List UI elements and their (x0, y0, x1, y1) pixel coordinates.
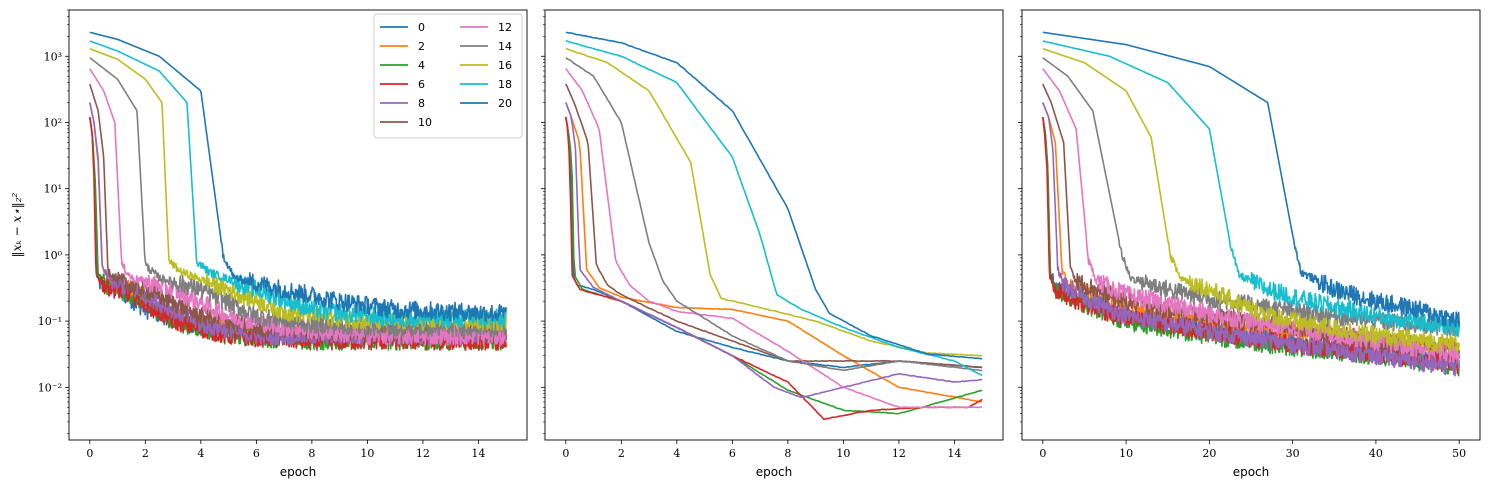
panel-3-series-20 (1042, 31, 1460, 328)
panel-2-series-2 (565, 102, 983, 403)
y-tick-label: 10² (44, 116, 62, 129)
x-tick-label: 4 (673, 447, 680, 460)
x-tick-label: 0 (562, 447, 569, 460)
panel-2-frame (544, 9, 1004, 441)
legend-label: 4 (418, 59, 425, 72)
panel-1-frame (68, 9, 528, 441)
x-tick-label: 50 (1452, 447, 1466, 460)
panel-1-series-20 (89, 31, 507, 323)
panel-1-series-14 (89, 57, 507, 338)
x-tick-label: 0 (1039, 447, 1046, 460)
legend-label: 2 (418, 40, 425, 53)
x-tick-label: 2 (142, 447, 149, 460)
panel-2-series-12 (565, 68, 983, 409)
panel-3-series-8 (1042, 102, 1460, 377)
x-tick-label: 0 (86, 447, 93, 460)
x-tick-label: 8 (308, 447, 315, 460)
panel-3-lines (1042, 31, 1460, 377)
panel-2-series-18 (565, 40, 983, 377)
panel-1-lines (89, 31, 507, 352)
x-tick-label: 8 (784, 447, 791, 460)
legend-label: 0 (418, 21, 425, 34)
legend-frame (373, 13, 523, 139)
x-tick-label: 12 (892, 447, 906, 460)
y-tick-label: 10⁰ (44, 249, 63, 262)
legend-label: 12 (498, 21, 512, 34)
frames-layer: 0 2 4 6 8 10 12 14 epoch 10⁻² 10⁻¹ 10⁰ 10¹ 10² 10³ ‖xₖ … (10, 9, 1481, 479)
panel-3-series-18 (1042, 40, 1460, 338)
x-axis-label: epoch (280, 465, 317, 479)
x-axis-label: epoch (1233, 465, 1270, 479)
panel-3-frame (1021, 9, 1481, 441)
x-tick-label: 10 (836, 447, 850, 460)
legend-label: 8 (418, 97, 425, 110)
x-tick-label: 2 (618, 447, 625, 460)
legend-label: 16 (498, 59, 512, 72)
plots-layer (89, 31, 1460, 420)
legend-label: 14 (498, 40, 512, 53)
panel-2-lines (565, 31, 983, 420)
legend-label: 18 (498, 78, 512, 91)
x-tick-label: 20 (1202, 447, 1216, 460)
x-tick-label: 40 (1369, 447, 1383, 460)
y-tick-label: 10⁻¹ (38, 315, 62, 328)
x-tick-label: 4 (197, 447, 204, 460)
legend-label: 10 (418, 116, 432, 129)
panel-1-series-12 (89, 68, 507, 346)
legend-label: 20 (498, 97, 512, 110)
y-tick-label: 10³ (44, 50, 62, 63)
x-tick-label: 14 (947, 447, 961, 460)
x-tick-label: 6 (729, 447, 736, 460)
y-tick-label: 10¹ (44, 183, 62, 196)
panel-3-series-16 (1042, 47, 1460, 353)
x-tick-label: 30 (1286, 447, 1300, 460)
y-tick-label: 10⁻² (38, 381, 62, 394)
legend-label: 6 (418, 78, 425, 91)
legend: 0 2 4 6 8 10 12 14 16 18 20 (373, 13, 523, 139)
panel-2-series-20 (565, 31, 983, 360)
panel-2-series-8 (565, 102, 983, 399)
x-tick-label: 6 (253, 447, 260, 460)
panel-2-series-14 (565, 57, 983, 372)
x-tick-label: 12 (416, 447, 430, 460)
x-tick-label: 10 (1119, 447, 1133, 460)
x-axis-label: epoch (756, 465, 793, 479)
y-axis-label: ‖xₖ − x⋆‖₂² (10, 192, 24, 257)
x-tick-label: 10 (360, 447, 374, 460)
x-tick-label: 14 (471, 447, 485, 460)
